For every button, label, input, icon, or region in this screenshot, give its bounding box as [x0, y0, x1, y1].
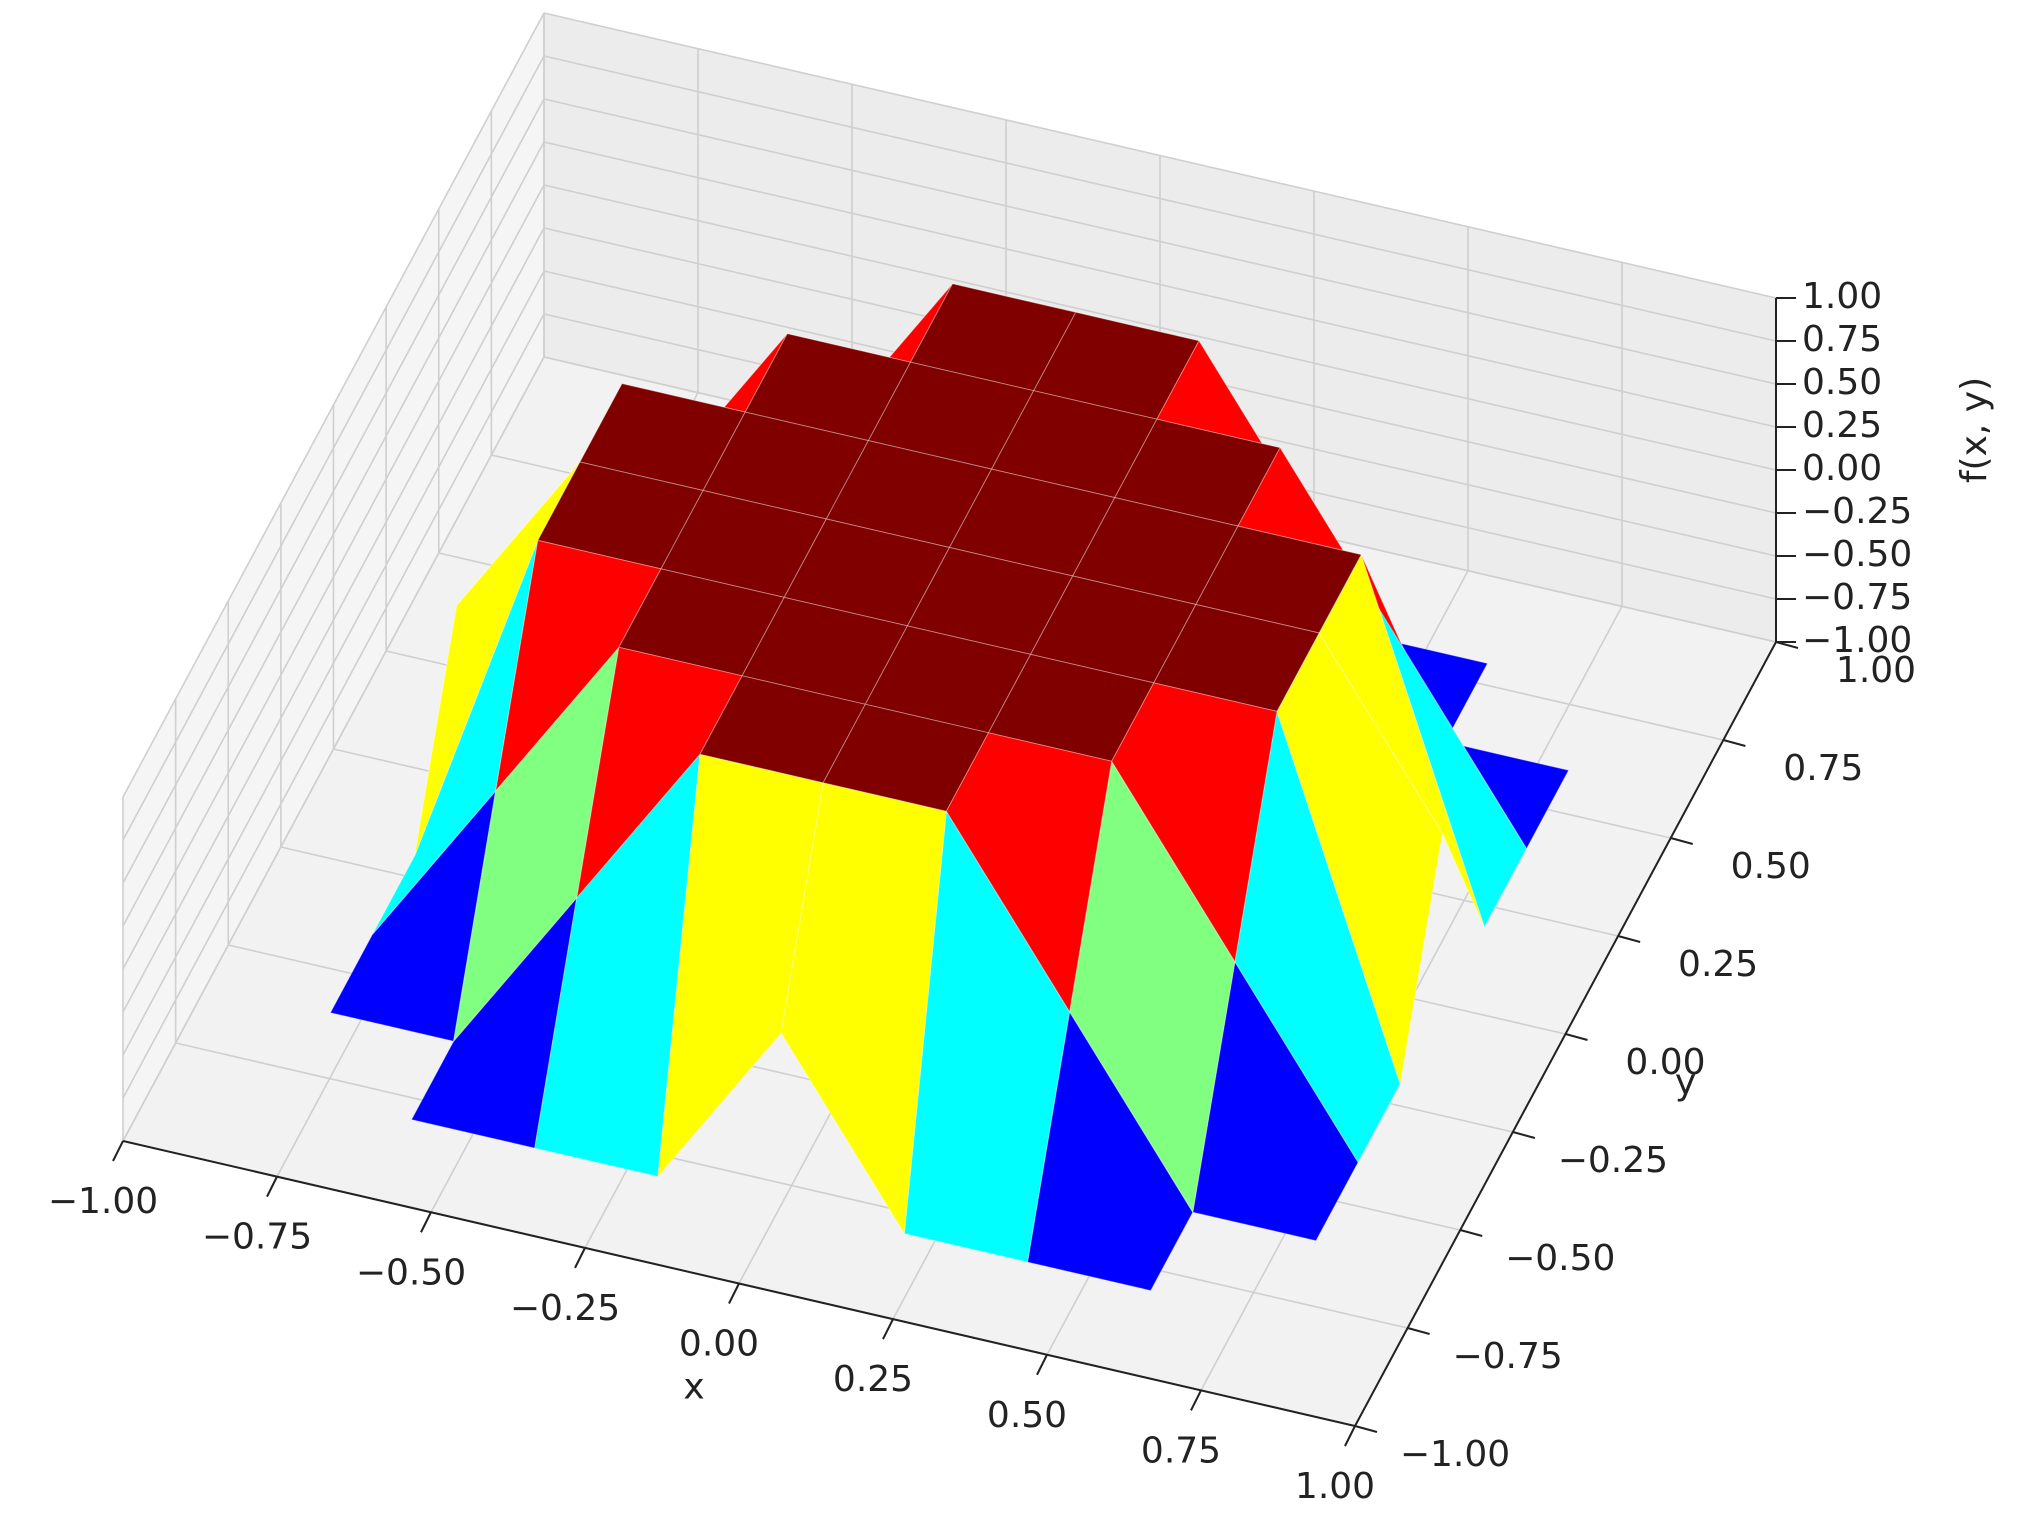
tick-mark — [266, 1176, 278, 1198]
x-tick-label: 0.00 — [679, 1324, 759, 1365]
grid-line — [122, 270, 545, 1056]
tick-mark — [1565, 1033, 1588, 1041]
tick-mark — [1670, 837, 1694, 845]
tick-mark — [1036, 1354, 1048, 1376]
y-tick-label: 0.75 — [1783, 748, 1863, 789]
grid-line — [543, 55, 1777, 342]
grid-line — [122, 227, 545, 1013]
z-axis-label: f(x, y) — [1954, 377, 1995, 483]
grid-line — [122, 184, 545, 970]
tick-mark — [1512, 1131, 1536, 1139]
x-tick-label: −0.50 — [356, 1252, 466, 1293]
grid-line — [122, 356, 545, 1142]
y-tick-label: −1.00 — [1400, 1434, 1510, 1475]
x-tick-label: 1.00 — [1295, 1466, 1375, 1507]
z-tick-label: −0.75 — [1802, 577, 1912, 618]
surface-cell — [1111, 682, 1278, 964]
x-axis-label: x — [683, 1367, 704, 1408]
x-tick-label: 0.75 — [1141, 1430, 1221, 1471]
tick-mark — [728, 1283, 740, 1304]
tick-mark — [1459, 1229, 1483, 1237]
tick-mark — [112, 1140, 124, 1162]
z-tick-label: 0.25 — [1802, 405, 1882, 446]
x-tick-label: −0.25 — [510, 1288, 620, 1329]
y-tick-label: −0.25 — [1558, 1140, 1668, 1181]
tick-mark — [1190, 1389, 1202, 1411]
x-tick-label: −0.75 — [202, 1217, 312, 1258]
z-tick-label: −0.25 — [1802, 491, 1912, 532]
grid-line — [122, 313, 545, 1099]
x-tick-label: 0.50 — [987, 1395, 1067, 1436]
z-tick-label: 0.00 — [1802, 448, 1882, 489]
grid-line — [543, 141, 1777, 428]
grid-line — [122, 141, 545, 927]
y-tick-label: 0.00 — [1625, 1042, 1705, 1083]
grid-line — [122, 98, 545, 884]
y-tick-label: 0.25 — [1678, 944, 1758, 985]
surface-cell — [1318, 553, 1485, 928]
z-tick-label: 0.75 — [1802, 319, 1882, 360]
surface-cell — [1276, 631, 1443, 1085]
tick-mark — [574, 1247, 586, 1269]
tick-mark — [1354, 1425, 1378, 1433]
z-tick-label: −1.00 — [1802, 620, 1912, 661]
grid-line — [543, 98, 1777, 385]
grid-line — [543, 12, 1777, 299]
tick-mark — [1723, 739, 1746, 747]
y-tick-label: 0.50 — [1731, 846, 1811, 887]
x-tick-label: 0.25 — [833, 1359, 913, 1400]
z-tick-label: 1.00 — [1802, 276, 1882, 317]
tick-mark — [420, 1211, 432, 1233]
y-tick-label: −0.75 — [1452, 1336, 1562, 1377]
surface — [329, 282, 1570, 1292]
tick-mark — [1407, 1327, 1430, 1335]
y-tick-label: −0.50 — [1505, 1238, 1615, 1279]
grid-line — [122, 55, 545, 841]
surface-cell — [1360, 554, 1528, 929]
grid-line — [543, 184, 1777, 471]
grid-line — [175, 1042, 1408, 1329]
x-tick-label: −1.00 — [48, 1181, 158, 1222]
grid-line — [122, 12, 545, 798]
z-tick-label: −0.50 — [1802, 534, 1912, 575]
tick-mark — [882, 1318, 894, 1340]
tick-mark — [1617, 935, 1641, 943]
tick-mark — [1344, 1425, 1356, 1447]
y-tick-label: 1.00 — [1836, 650, 1916, 691]
y-axis-label: y — [1675, 1062, 1696, 1103]
z-tick-label: 0.50 — [1802, 362, 1882, 403]
